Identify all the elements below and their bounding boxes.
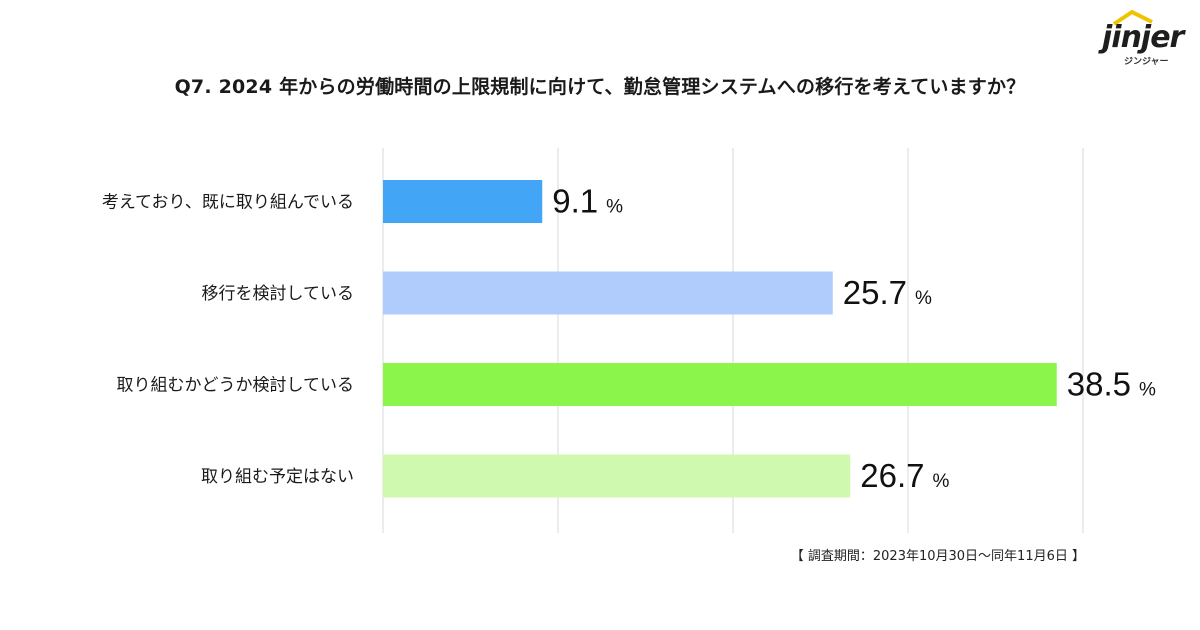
logo-wordmark: jinjer — [1102, 20, 1184, 55]
category-label: 取り組むかどうか検討している — [117, 376, 355, 396]
bar — [383, 454, 851, 498]
category-label: 考えており、既に取り組んでいる — [102, 193, 354, 213]
bar — [383, 363, 1057, 406]
logo-roof-icon — [1112, 10, 1153, 26]
value-label: 38.5% — [1067, 366, 1156, 403]
bar — [383, 180, 543, 223]
bar — [383, 271, 833, 315]
value-label: 26.7% — [860, 457, 949, 494]
category-label: 移行を検討している — [202, 284, 355, 304]
survey-period-note: 【 調査期間：2023年10月30日～同年11月6日 】 — [790, 549, 1085, 564]
chart-title: Q7. 2024 年からの労働時間の上限規制に向けて、勤怠管理システムへの移行を… — [174, 76, 1026, 98]
logo-subtitle: ジンジャー — [1124, 57, 1169, 67]
category-label: 取り組む予定はない — [201, 467, 354, 487]
value-label: 25.7% — [843, 274, 932, 311]
value-label: 9.1% — [552, 183, 623, 220]
jinjer-logo: jinjer ジンジャー — [1100, 8, 1190, 68]
